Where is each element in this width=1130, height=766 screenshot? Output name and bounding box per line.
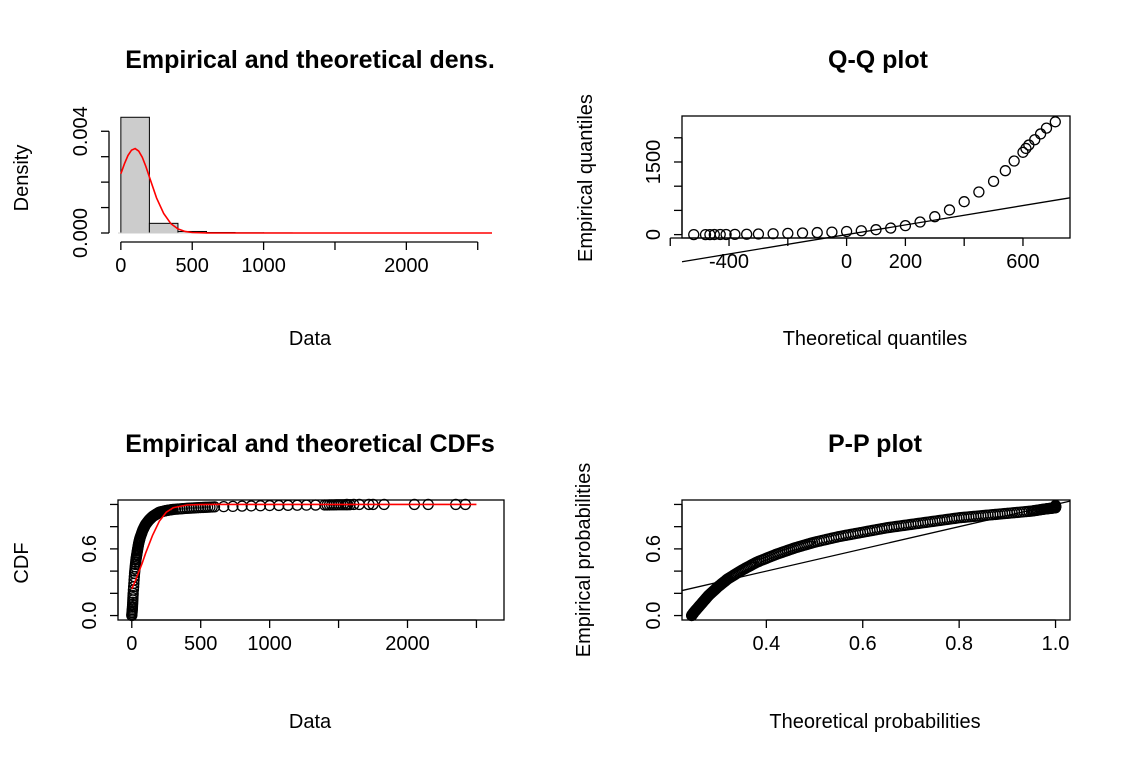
pp-y-tick-label: 0.0 (643, 602, 665, 630)
qq-point (929, 211, 941, 223)
density-x-tick-label: 1000 (241, 255, 286, 277)
pp-points (685, 499, 1062, 622)
cdf-empirical-point (282, 499, 294, 511)
cdf-x-tick-label: 1000 (247, 633, 292, 655)
cdf-empirical-point (263, 499, 276, 512)
density-axes: 0 500 1000 2000 0.000 0.004 (70, 106, 479, 277)
density-bars (118, 116, 492, 234)
pp-axes: 0.4 0.6 0.8 1.0 0.0 0.6 (643, 503, 1070, 655)
qq-point (729, 228, 741, 241)
cdf-empirical-point (208, 501, 221, 513)
pp-y-tick-label: 0.6 (643, 535, 665, 563)
cdf-x-tick-label: 2000 (385, 633, 430, 655)
qq-point (767, 228, 779, 240)
qq-frame (681, 115, 1071, 239)
pp-x-tick-label: 1.0 (1042, 633, 1070, 655)
qq-point (720, 228, 732, 241)
density-bar (120, 116, 150, 234)
qq-axes: -400 0 200 600 0 1500 (643, 137, 1040, 273)
qq-point (1034, 128, 1047, 140)
cdf-empirical-point (227, 500, 239, 513)
qq-refline-group (681, 197, 1071, 263)
cdf-empirical-point (273, 499, 285, 512)
qq-point (999, 165, 1011, 177)
cdf-empirical-point (236, 500, 248, 512)
qq-point (870, 224, 882, 236)
qq-point (855, 225, 867, 237)
qq-point (1049, 116, 1061, 128)
cdf-y-tick-label: 0.0 (79, 602, 101, 630)
qq-x-tick-label: 200 (889, 251, 922, 273)
cdf-x-tick-label: 500 (184, 633, 217, 655)
qq-xlabel: Theoretical quantiles (783, 328, 968, 350)
density-xlabel: Data (289, 328, 332, 350)
qq-points (688, 116, 1061, 241)
cdf-title: Empirical and theoretical CDFs (125, 430, 495, 458)
qq-point (782, 227, 794, 240)
pp-x-tick-label: 0.8 (945, 633, 973, 655)
density-x-tick-label: 2000 (384, 255, 429, 277)
qq-x-tick-label: -400 (709, 251, 749, 273)
qq-y-tick-label: 1500 (643, 140, 665, 185)
qq-point (914, 216, 926, 228)
density-y-tick-label: 0.004 (70, 106, 92, 156)
pp-xlabel: Theoretical probabilities (769, 711, 980, 733)
density-ylabel: Density (11, 145, 33, 212)
density-panel: Empirical and theoretical dens. Data Den… (11, 46, 495, 350)
cdf-frame (117, 499, 505, 621)
qq-point (987, 175, 1000, 188)
pp-title: P-P plot (828, 430, 923, 458)
qq-point (708, 228, 720, 241)
qq-point (688, 228, 700, 241)
qq-point (899, 220, 912, 232)
qq-title: Q-Q plot (828, 46, 929, 74)
qq-point (1040, 122, 1053, 134)
qq-ylabel: Empirical quantiles (575, 94, 597, 262)
pp-x-tick-label: 0.4 (752, 633, 780, 655)
cdf-axes: 0 500 1000 2000 0.0 0.6 (79, 503, 478, 655)
cdf-empirical (126, 498, 472, 622)
qq-point (699, 228, 712, 241)
qq-point (752, 228, 765, 240)
qq-x-tick-label: 0 (841, 251, 852, 273)
qq-point (826, 226, 838, 238)
qq-point (1029, 134, 1041, 146)
qq-point (1020, 142, 1032, 155)
pp-point (1049, 499, 1062, 512)
density-title: Empirical and theoretical dens. (125, 46, 495, 74)
qq-point (958, 196, 970, 208)
qq-point (796, 227, 809, 239)
density-curve (120, 147, 492, 234)
cdf-x-tick-label: 0 (126, 633, 137, 655)
qq-point (973, 186, 985, 198)
pp-panel: P-P plot Theoretical probabilities Empir… (573, 430, 1071, 733)
qq-point (1008, 155, 1020, 167)
qq-reference-line (681, 197, 1071, 263)
qq-point (885, 222, 897, 234)
cdf-xlabel: Data (289, 711, 332, 733)
qq-point (741, 228, 753, 240)
qq-y-tick-label: 0 (643, 229, 665, 240)
cdf-theoretical-line (131, 503, 477, 590)
cdf-y-tick-label: 0.6 (79, 535, 101, 563)
density-x-tick-label: 500 (176, 255, 209, 277)
qq-panel: Q-Q plot Theoretical quantiles Empirical… (575, 46, 1071, 350)
pp-x-tick-label: 0.6 (849, 633, 877, 655)
density-y-tick-label: 0.000 (70, 208, 92, 258)
qq-point (714, 228, 726, 241)
pp-ylabel: Empirical probabilities (573, 463, 595, 658)
qq-point (943, 204, 956, 216)
qq-point (811, 226, 823, 239)
qq-point (840, 225, 853, 238)
density-x-tick-label: 0 (115, 255, 126, 277)
cdf-ylabel: CDF (11, 542, 33, 583)
density-curve-group (120, 147, 492, 234)
cdf-empirical-point (218, 500, 230, 513)
cdf-empirical-point (245, 500, 257, 512)
cdf-panel: Empirical and theoretical CDFs Data CDF … (11, 430, 505, 733)
cdf-empirical-point (254, 500, 267, 512)
qq-x-tick-label: 600 (1006, 251, 1039, 273)
cdf-theoretical (131, 503, 477, 590)
